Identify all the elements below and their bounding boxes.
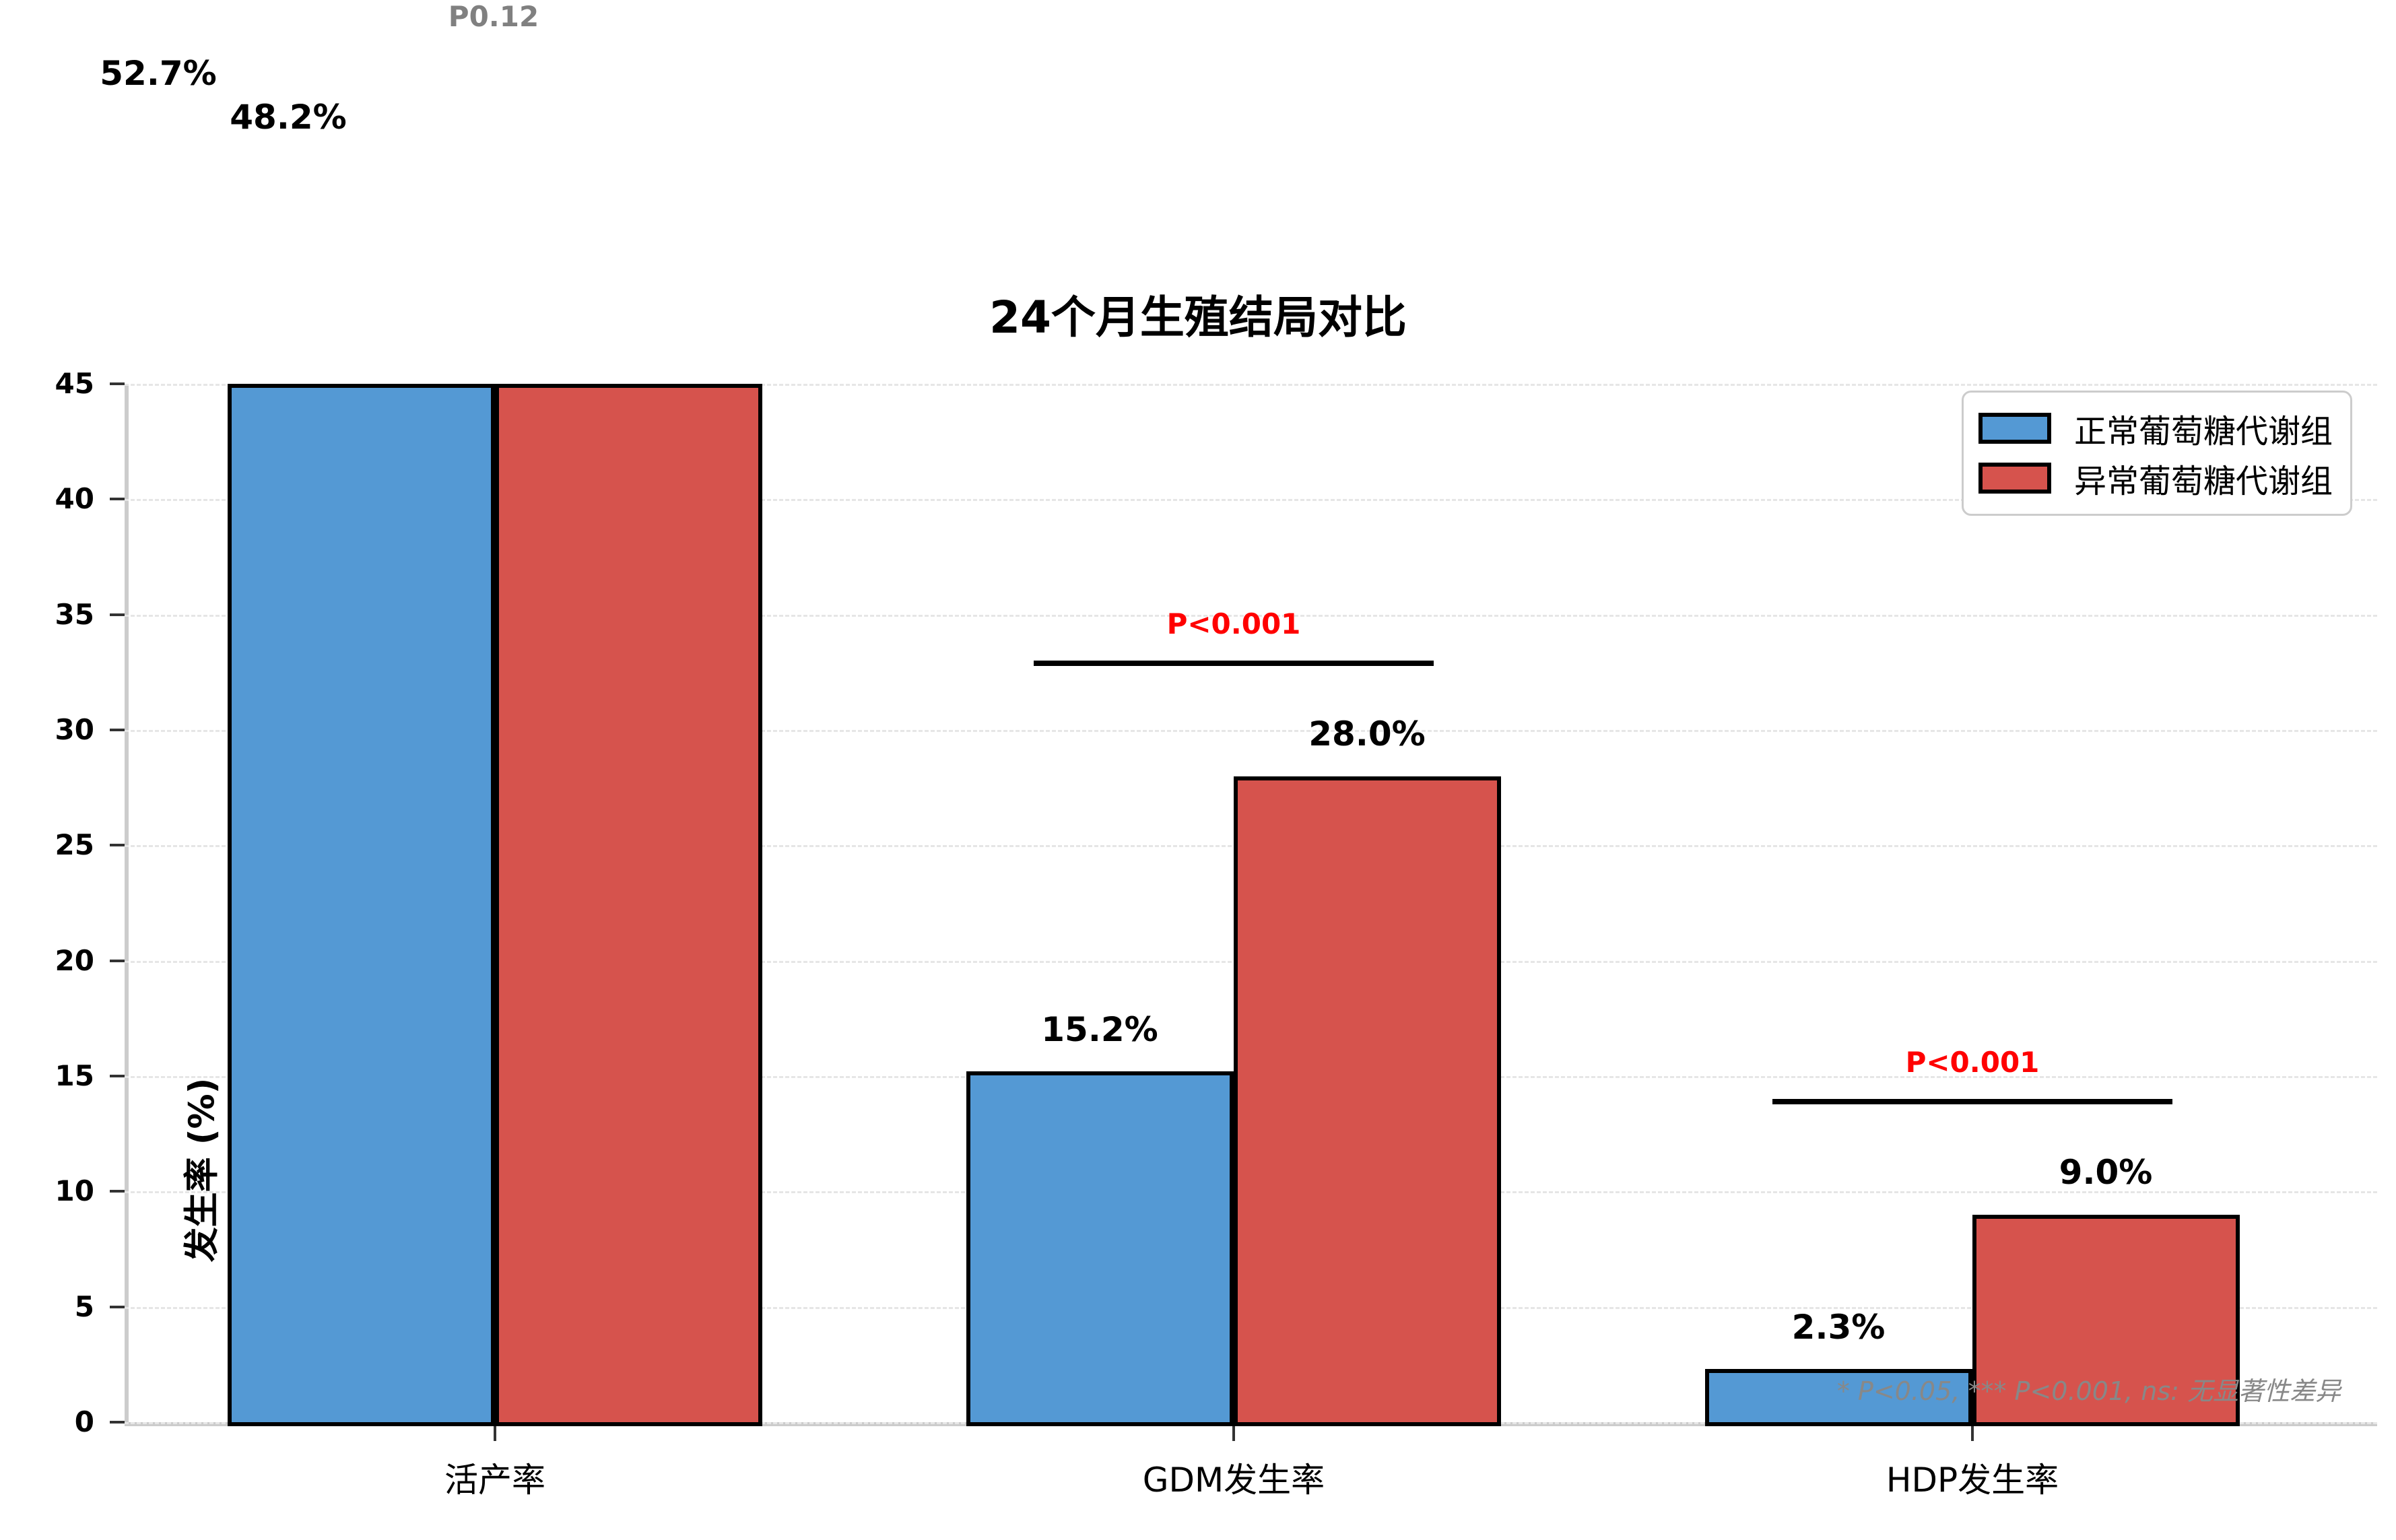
bar-abnormal-group-2[interactable] (1234, 776, 1501, 1426)
y-tick-mark-15 (110, 1075, 125, 1077)
y-tick-mark-10 (110, 1190, 125, 1193)
value-label-abnormal-group-1: 48.2% (230, 98, 347, 137)
bar-abnormal-group-3[interactable] (1972, 1214, 2240, 1426)
y-tick-label-10: 10 (55, 1174, 94, 1208)
bar-normal-group-3[interactable] (1705, 1369, 1972, 1426)
plot-area: 0 5 10 15 20 25 30 35 40 45 发生率 (%) 15.2… (55, 370, 2377, 1500)
significance-text-group-3: P<0.001 (1905, 1046, 2040, 1079)
gridline-40 (125, 499, 2377, 502)
significance-text-group-2: P<0.001 (1166, 607, 1301, 640)
value-label-normal-group-1: 52.7% (100, 54, 217, 93)
y-axis-spine (125, 384, 129, 1422)
y-tick-mark-35 (110, 613, 125, 616)
value-label-abnormal-group-3: 9.0% (2059, 1153, 2153, 1192)
gridline-30 (125, 730, 2377, 732)
chart-legend: 正常葡萄糖代谢组 异常葡萄糖代谢组 (1962, 391, 2353, 516)
legend-label-abnormal-group: 异常葡萄糖代谢组 (2074, 463, 2333, 500)
x-tick-mark-group-3 (1971, 1426, 1974, 1441)
y-tick-label-40: 40 (55, 482, 94, 516)
gridline-35 (125, 614, 2377, 617)
x-tick-label-group-1: 活产率 (444, 1461, 545, 1500)
y-tick-mark-20 (110, 959, 125, 962)
chart-title: 24个月生殖结局对比 (989, 292, 1407, 343)
y-tick-label-0: 0 (74, 1405, 94, 1438)
value-label-normal-group-2: 15.2% (1041, 1010, 1158, 1049)
x-tick-mark-group-2 (1232, 1426, 1235, 1441)
y-tick-mark-30 (110, 729, 125, 731)
y-tick-mark-0 (110, 1421, 125, 1424)
y-tick-mark-5 (110, 1305, 125, 1308)
y-tick-label-30: 30 (55, 713, 94, 746)
chart-footnote: * P<0.05, *** P<0.001, ns: 无显著性差异 (1836, 1376, 2341, 1406)
x-tick-label-group-3: HDP发生率 (1886, 1461, 2059, 1500)
bar-abnormal-group-1[interactable] (495, 384, 762, 1426)
y-tick-mark-45 (110, 382, 125, 385)
significance-text-group-1: P0.12 (448, 0, 539, 33)
x-tick-mark-group-1 (494, 1426, 496, 1441)
y-tick-label-15: 15 (55, 1059, 94, 1092)
y-tick-label-45: 45 (55, 367, 94, 400)
y-tick-label-20: 20 (55, 943, 94, 977)
bar-normal-group-2[interactable] (966, 1071, 1234, 1426)
y-tick-label-5: 5 (74, 1290, 94, 1323)
gridline-45 (125, 384, 2377, 386)
y-tick-label-25: 25 (55, 828, 94, 862)
legend-item-normal-group[interactable]: 正常葡萄糖代谢组 (1978, 403, 2333, 453)
bar-normal-group-1[interactable] (228, 384, 495, 1426)
value-label-abnormal-group-2: 28.0% (1308, 714, 1426, 754)
legend-item-abnormal-group[interactable]: 异常葡萄糖代谢组 (1978, 453, 2333, 503)
y-tick-mark-40 (110, 498, 125, 501)
significance-bar-group-2 (1034, 661, 1434, 667)
y-tick-label-35: 35 (55, 597, 94, 631)
significance-bar-group-3 (1772, 1099, 2172, 1105)
y-tick-mark-25 (110, 844, 125, 847)
y-axis-label: 发生率 (%) (182, 1077, 223, 1263)
legend-swatch-abnormal-group (1978, 463, 2051, 494)
value-label-normal-group-3: 2.3% (1791, 1308, 1886, 1347)
legend-label-normal-group: 正常葡萄糖代谢组 (2074, 413, 2333, 450)
x-tick-label-group-2: GDM发生率 (1142, 1461, 1325, 1500)
legend-swatch-normal-group (1978, 413, 2051, 444)
